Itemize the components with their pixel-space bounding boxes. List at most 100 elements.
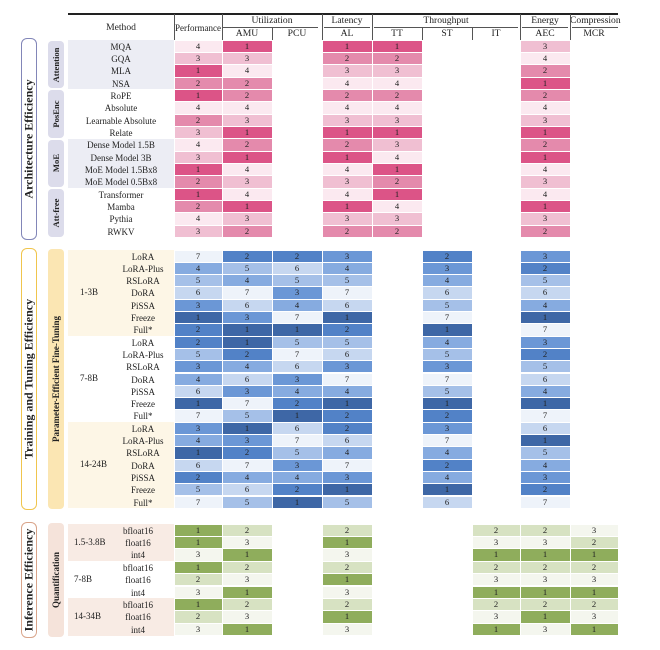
rank-cell-amu: 1 — [222, 324, 272, 336]
rank-cell-performance: 3 — [174, 549, 222, 561]
method-name: Relate — [109, 127, 133, 138]
rank-cell-tt: 2 — [372, 176, 422, 188]
rank-cell-aec: 3 — [520, 40, 570, 52]
rank-cell-performance: 1 — [174, 447, 222, 459]
rank-cell-amu: 3 — [222, 385, 272, 398]
rank-cell-al: 2 — [322, 52, 372, 65]
group-row-background — [68, 40, 174, 90]
rank-cell-pcu: 2 — [272, 398, 322, 410]
rank-cell-performance: 3 — [174, 586, 222, 598]
category-title: Quantification — [51, 551, 61, 608]
rank-cell-al: 7 — [322, 287, 372, 299]
rank-cell-pcu: 4 — [272, 385, 322, 398]
rank-cell-al: 4 — [322, 447, 372, 459]
rank-cell-pcu: 1 — [272, 496, 322, 508]
method-name: int4 — [130, 550, 145, 561]
rank-cell-tt: 1 — [372, 126, 422, 139]
rank-cell-al: 2 — [322, 422, 372, 434]
rank-cell-al: 1 — [322, 40, 372, 52]
rank-cell-amu: 2 — [222, 139, 272, 151]
rank-cell-aec: 1 — [520, 611, 570, 623]
rank-cell-al: 5 — [322, 336, 372, 348]
rank-cell-performance: 3 — [174, 422, 222, 434]
rank-cell-amu: 2 — [222, 89, 272, 102]
rank-cell-st: 5 — [422, 348, 472, 361]
rank-cell-amu: 1 — [222, 586, 272, 598]
top-rule — [68, 13, 618, 15]
rank-cell-amu: 1 — [222, 201, 272, 213]
rank-cell-st: 3 — [422, 262, 472, 275]
size-group-label: 1-3B — [80, 287, 98, 298]
rank-cell-performance: 1 — [174, 312, 222, 324]
rank-cell-tt: 2 — [372, 89, 422, 102]
rank-cell-pcu: 5 — [272, 447, 322, 459]
method-name: LoRA — [131, 251, 155, 262]
rank-cell-amu: 2 — [222, 348, 272, 361]
rank-cell-performance: 6 — [174, 287, 222, 299]
rank-cell-performance: 2 — [174, 176, 222, 188]
method-name: Dense Model 3B — [90, 152, 152, 163]
rank-cell-aec: 5 — [520, 361, 570, 373]
header-method: Method — [106, 22, 136, 33]
rank-cell-amu: 3 — [222, 176, 272, 188]
rank-cell-amu: 7 — [222, 287, 272, 299]
rank-cell-al: 3 — [322, 471, 372, 484]
rank-cell-st: 7 — [422, 373, 472, 385]
header-divider — [520, 14, 521, 40]
method-name: PiSSA — [130, 472, 156, 483]
rank-cell-st: 2 — [422, 410, 472, 422]
group-label-att-free: Att-free — [48, 189, 64, 237]
rank-cell-amu: 5 — [222, 262, 272, 275]
rank-cell-amu: 2 — [222, 250, 272, 262]
rank-cell-st: 2 — [422, 459, 472, 471]
rank-cell-tt: 1 — [372, 188, 422, 201]
rank-cell-it: 1 — [472, 623, 520, 636]
rank-cell-aec: 6 — [520, 373, 570, 385]
rank-cell-aec: 2 — [520, 65, 570, 77]
method-name: LoRA-Plus — [122, 349, 164, 360]
rank-cell-pcu: 1 — [272, 410, 322, 422]
method-name: RWKV — [107, 226, 135, 237]
rank-cell-al: 2 — [322, 598, 372, 611]
rank-cell-performance: 2 — [174, 471, 222, 484]
rank-cell-aec: 2 — [520, 348, 570, 361]
rank-cell-amu: 1 — [222, 336, 272, 348]
rank-cell-st: 5 — [422, 385, 472, 398]
rank-cell-al: 1 — [322, 536, 372, 549]
method-name: LoRA-Plus — [122, 436, 164, 446]
rank-cell-al: 7 — [322, 459, 372, 471]
rank-cell-aec: 2 — [520, 561, 570, 574]
method-name: LoRA — [131, 337, 155, 348]
rank-cell-amu: 4 — [222, 65, 272, 77]
rank-cell-aec: 3 — [520, 114, 570, 126]
rank-cell-aec: 4 — [520, 459, 570, 471]
method-name: Freeze — [131, 485, 155, 496]
rank-cell-al: 3 — [322, 250, 372, 262]
rank-cell-aec: 3 — [520, 336, 570, 348]
rank-cell-performance: 5 — [174, 484, 222, 496]
rank-cell-pcu: 6 — [272, 422, 322, 434]
rank-cell-mcr: 2 — [570, 598, 618, 611]
rank-cell-amu: 3 — [222, 52, 272, 65]
rank-cell-aec: 2 — [520, 262, 570, 275]
group-label-moe: MoE — [48, 139, 64, 188]
rank-cell-aec: 6 — [520, 287, 570, 299]
method-name: LoRA-Plus — [122, 263, 164, 274]
header-rule — [572, 27, 618, 28]
group-row-background — [68, 138, 174, 189]
rank-cell-aec: 4 — [520, 385, 570, 398]
rank-cell-aec: 5 — [520, 275, 570, 287]
rank-cell-aec: 2 — [520, 89, 570, 102]
method-name: bfloat16 — [123, 562, 153, 573]
rank-cell-aec: 3 — [520, 213, 570, 225]
rank-cell-tt: 4 — [372, 102, 422, 114]
rank-cell-aec: 1 — [520, 77, 570, 89]
rank-cell-al: 7 — [322, 373, 372, 385]
rank-cell-tt: 4 — [372, 201, 422, 213]
rank-cell-al: 4 — [322, 77, 372, 89]
rank-cell-aec: 4 — [520, 164, 570, 176]
rank-cell-al: 6 — [322, 299, 372, 311]
rank-cell-st: 4 — [422, 447, 472, 459]
rank-cell-st: 2 — [422, 250, 472, 262]
rank-cell-aec: 4 — [520, 102, 570, 114]
